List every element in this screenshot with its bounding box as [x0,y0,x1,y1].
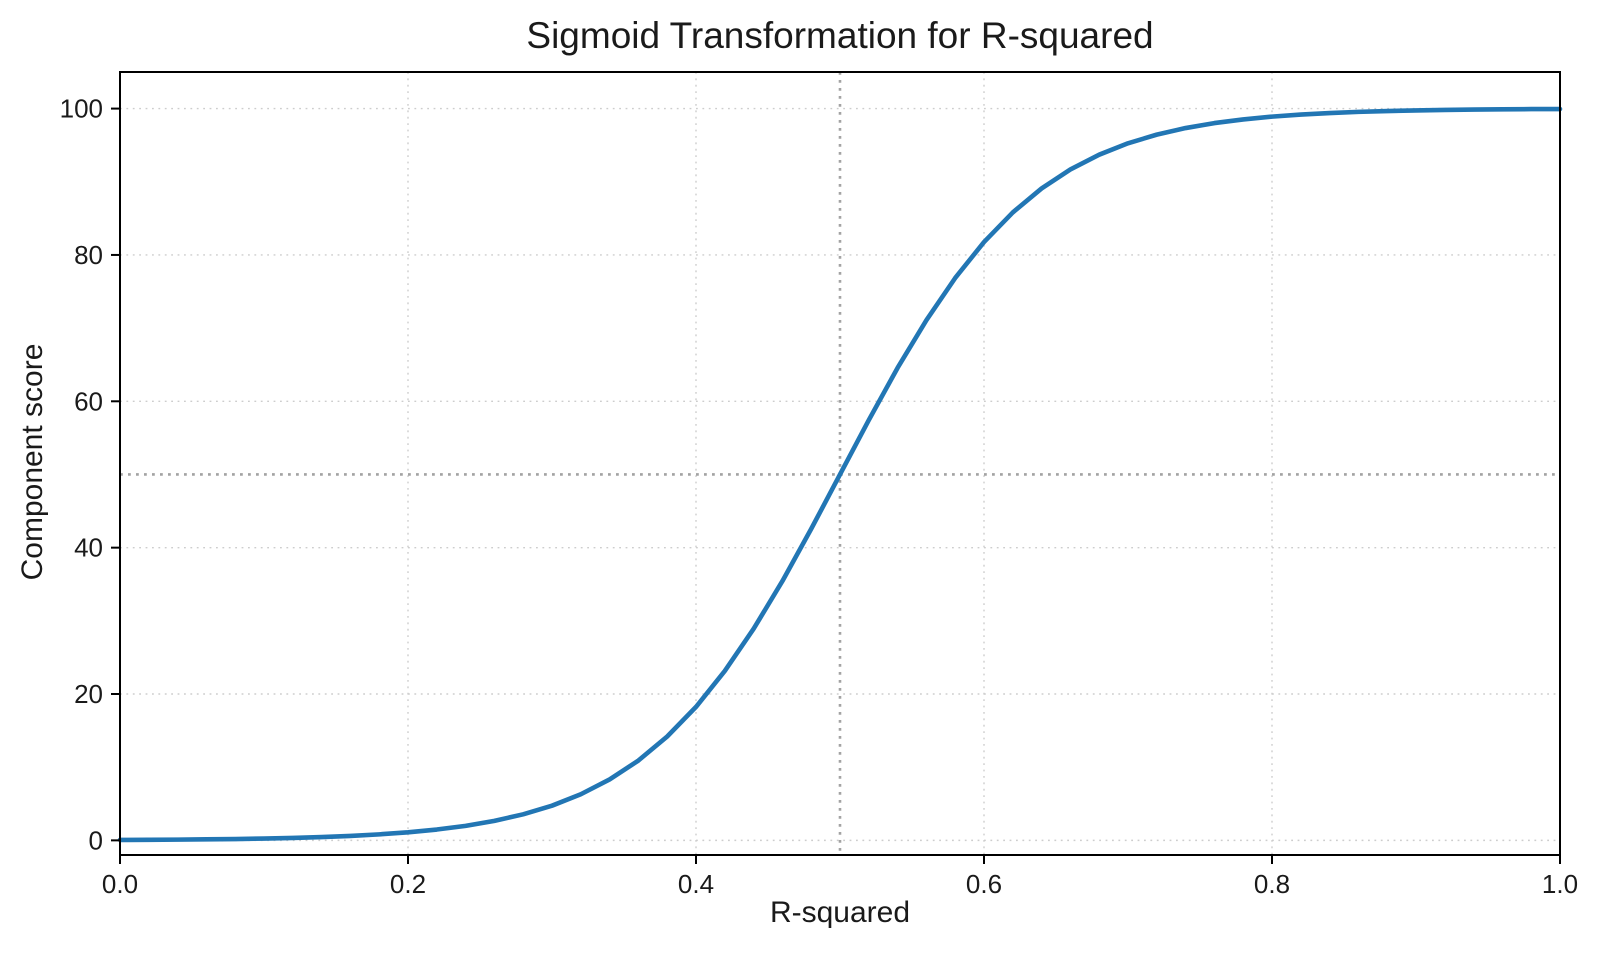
y-axis-label: Component score [16,344,49,581]
plot-border [119,71,1561,856]
x-tick-label: 0.0 [102,869,138,899]
x-tick-label: 0.2 [390,869,426,899]
y-tick-label: 40 [74,533,103,563]
sigmoid-curve [117,106,1563,843]
y-tick-label: 80 [74,240,103,270]
x-tick-label: 1.0 [1542,869,1578,899]
ticks-layer: 0.0 0.2 0.4 0.6 0.8 1.0 0 20 40 60 80 100 [60,94,1578,899]
y-tick-label: 100 [60,94,103,124]
reference-lines-layer [120,72,1560,855]
x-axis-label: R-squared [770,896,910,929]
y-tick-label: 20 [74,679,103,709]
y-tick-label: 0 [89,825,103,855]
x-tick-label: 0.8 [1254,869,1290,899]
x-tick-label: 0.6 [966,869,1002,899]
y-tick-label: 60 [74,386,103,416]
chart-title: Sigmoid Transformation for R-squared [526,15,1153,56]
series-layer [117,106,1563,843]
x-tick-label: 0.4 [678,869,714,899]
axes-spines-layer [119,71,1561,856]
